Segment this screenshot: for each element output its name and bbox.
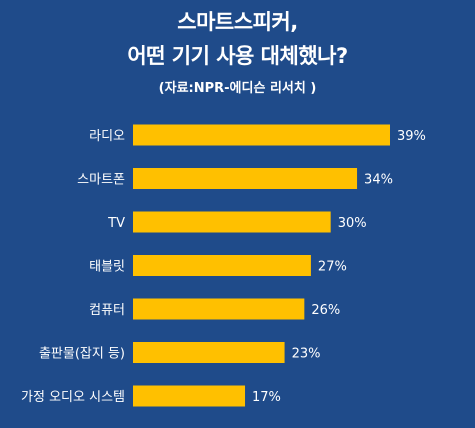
bar	[133, 298, 305, 320]
category-label: TV	[107, 216, 125, 231]
category-label: 라디오	[89, 129, 125, 144]
category-label: 컴퓨터	[89, 303, 125, 318]
bar	[133, 385, 246, 407]
value-label: 39%	[397, 129, 426, 144]
value-label: 23%	[292, 347, 321, 362]
chart-source: (자료:NPR-에디슨 리서치 )	[158, 81, 317, 96]
category-label: 스마트폰	[77, 173, 125, 188]
value-label: 34%	[364, 173, 393, 188]
chart-title-line2: 어떤 기기 사용 대체했나?	[127, 44, 348, 68]
value-label: 17%	[252, 390, 281, 405]
value-label: 27%	[318, 260, 347, 275]
category-label: 가정 오디오 시스템	[21, 390, 125, 405]
chart-title-line1: 스마트스피커,	[177, 10, 298, 34]
bar	[133, 168, 358, 189]
bar	[133, 255, 311, 276]
bar	[133, 211, 331, 233]
value-label: 26%	[311, 303, 340, 318]
category-label: 출판물(잡지 등)	[39, 347, 125, 362]
category-label: 태블릿	[89, 260, 125, 275]
bar	[133, 124, 390, 146]
bar	[133, 342, 285, 363]
value-label: 30%	[338, 216, 367, 231]
